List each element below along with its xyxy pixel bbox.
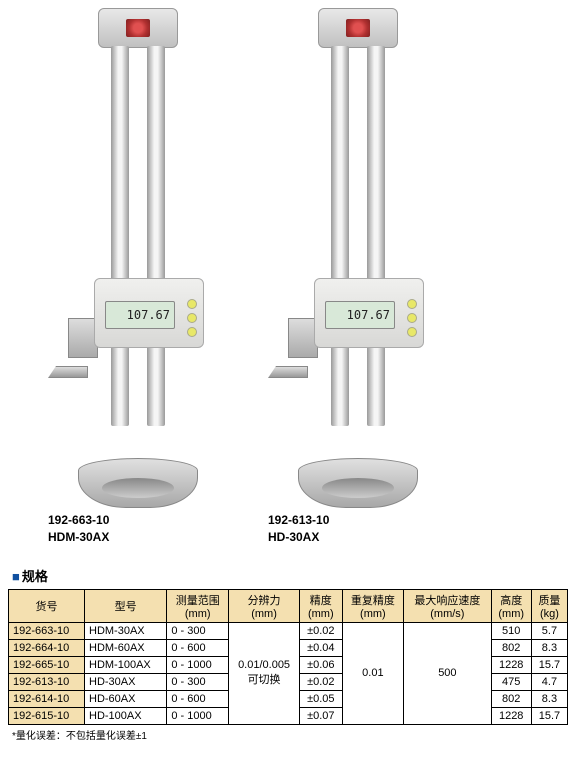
cell-accuracy: ±0.05 [300, 690, 342, 707]
gauge-button-icon [187, 313, 197, 323]
cell-model: HD-30AX [85, 673, 167, 690]
cell-code: 192-664-10 [9, 639, 85, 656]
cell-range: 0 - 300 [167, 622, 229, 639]
gauge-button-icon [407, 299, 417, 309]
jewel-icon [126, 19, 150, 37]
cell-speed: 500 [404, 622, 491, 724]
col-header: 型号 [85, 589, 167, 622]
col-header: 重复精度(mm) [342, 589, 404, 622]
cell-height: 510 [491, 622, 531, 639]
button-group [187, 299, 197, 337]
cell-weight: 15.7 [531, 656, 567, 673]
scriber [48, 318, 98, 378]
product-image: 107.67 [48, 8, 228, 508]
cell-height: 802 [491, 639, 531, 656]
display-unit: 107.67 [94, 278, 204, 348]
cell-accuracy: ±0.07 [300, 707, 342, 724]
col-header: 测量范围(mm) [167, 589, 229, 622]
col-header: 高度(mm) [491, 589, 531, 622]
cell-code: 192-615-10 [9, 707, 85, 724]
cell-height: 475 [491, 673, 531, 690]
lcd-display: 107.67 [105, 301, 175, 329]
button-group [407, 299, 417, 337]
cell-height: 802 [491, 690, 531, 707]
cell-model: HD-100AX [85, 707, 167, 724]
product-image: 107.67 [268, 8, 448, 508]
cell-accuracy: ±0.02 [300, 622, 342, 639]
footnote: *量化误差：不包括量化误差±1 [8, 727, 570, 742]
cell-weight: 15.7 [531, 707, 567, 724]
table-row: 192-663-10 HDM-30AX 0 - 3000.01/0.005可切换… [9, 622, 568, 639]
col-header: 分辨力(mm) [229, 589, 300, 622]
gauge-button-icon [187, 299, 197, 309]
scriber [268, 318, 318, 378]
gauge-button-icon [407, 313, 417, 323]
cell-model: HDM-100AX [85, 656, 167, 673]
gauge-button-icon [407, 327, 417, 337]
gauge-top [318, 8, 398, 48]
cell-code: 192-613-10 [9, 673, 85, 690]
cell-range: 0 - 1000 [167, 656, 229, 673]
cell-model: HDM-60AX [85, 639, 167, 656]
cell-code: 192-614-10 [9, 690, 85, 707]
gauge-base [78, 428, 198, 508]
col-header: 货号 [9, 589, 85, 622]
cell-height: 1228 [491, 707, 531, 724]
cell-accuracy: ±0.04 [300, 639, 342, 656]
product-0: 107.67 192-663-10HDM-30AX [48, 8, 228, 546]
cell-code: 192-665-10 [9, 656, 85, 673]
table-body: 192-663-10 HDM-30AX 0 - 3000.01/0.005可切换… [9, 622, 568, 724]
gauge-columns [331, 46, 385, 426]
cell-weight: 5.7 [531, 622, 567, 639]
cell-model: HD-60AX [85, 690, 167, 707]
section-title-text: 规格 [22, 569, 48, 584]
display-unit: 107.67 [314, 278, 424, 348]
cell-range: 0 - 600 [167, 639, 229, 656]
cell-weight: 8.3 [531, 690, 567, 707]
cell-range: 0 - 300 [167, 673, 229, 690]
table-header-row: 货号型号测量范围(mm)分辨力(mm)精度(mm)重复精度(mm)最大响应速度(… [9, 589, 568, 622]
cell-range: 0 - 1000 [167, 707, 229, 724]
col-header: 质量(kg) [531, 589, 567, 622]
spec-table: 货号型号测量范围(mm)分辨力(mm)精度(mm)重复精度(mm)最大响应速度(… [8, 589, 568, 725]
lcd-display: 107.67 [325, 301, 395, 329]
product-label: 192-663-10HDM-30AX [48, 512, 109, 546]
gauge-button-icon [187, 327, 197, 337]
cell-code: 192-663-10 [9, 622, 85, 639]
cell-weight: 8.3 [531, 639, 567, 656]
section-title: ■规格 [12, 566, 570, 585]
product-label: 192-613-10HD-30AX [268, 512, 329, 546]
cell-repeat: 0.01 [342, 622, 404, 724]
cell-weight: 4.7 [531, 673, 567, 690]
gauge-columns [111, 46, 165, 426]
gauge-base [298, 428, 418, 508]
cell-accuracy: ±0.02 [300, 673, 342, 690]
cell-accuracy: ±0.06 [300, 656, 342, 673]
product-1: 107.67 192-613-10HD-30AX [268, 8, 448, 546]
col-header: 精度(mm) [300, 589, 342, 622]
cell-resolution: 0.01/0.005可切换 [229, 622, 300, 724]
cell-model: HDM-30AX [85, 622, 167, 639]
cell-range: 0 - 600 [167, 690, 229, 707]
cell-height: 1228 [491, 656, 531, 673]
product-images: 107.67 192-663-10HDM-30AX 107.67 192-613… [8, 8, 570, 546]
gauge-top [98, 8, 178, 48]
section-marker-icon: ■ [12, 569, 20, 584]
col-header: 最大响应速度(mm/s) [404, 589, 491, 622]
jewel-icon [346, 19, 370, 37]
